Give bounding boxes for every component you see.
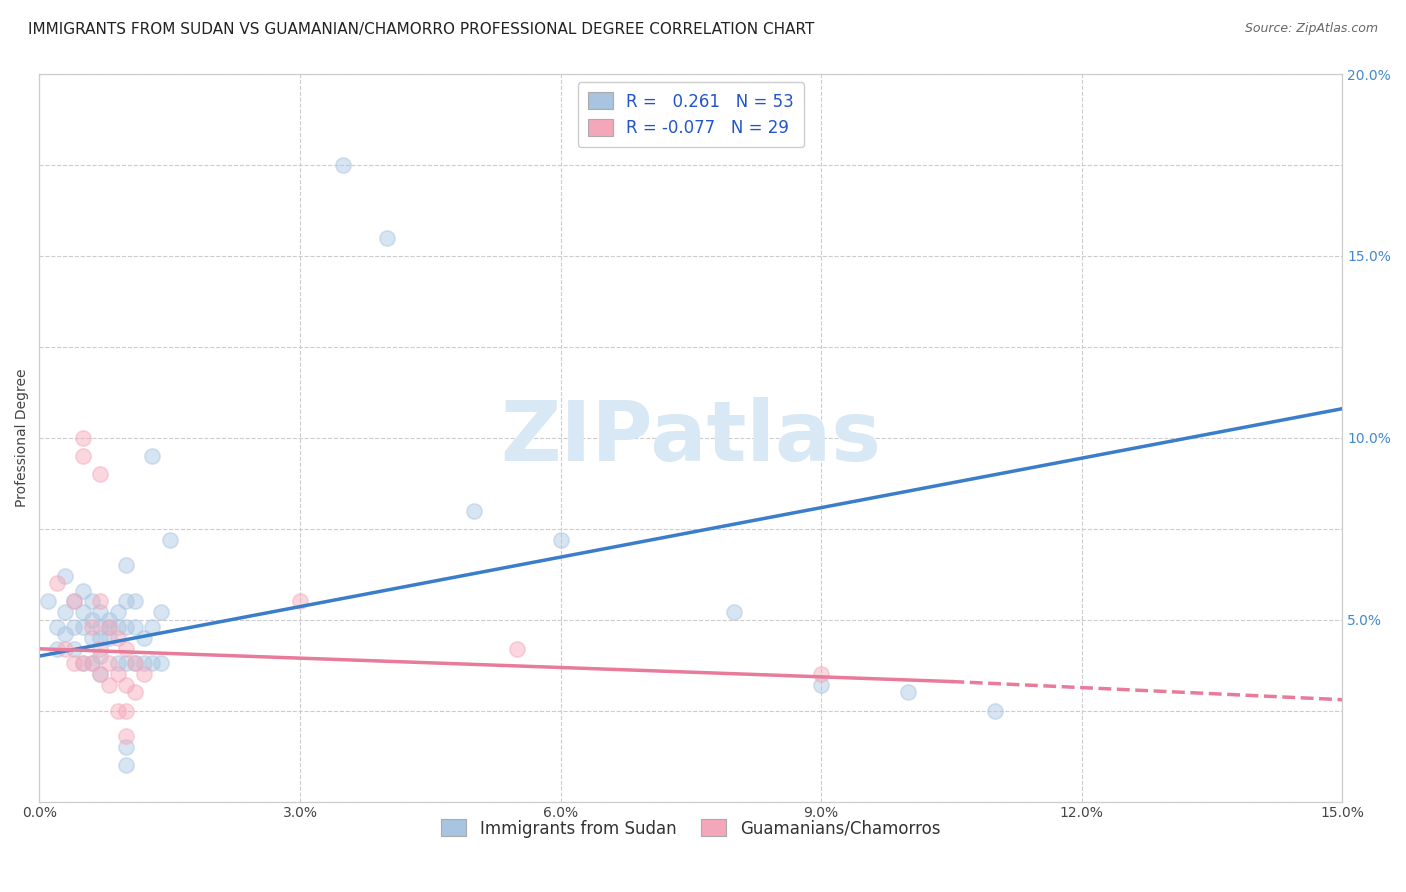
- Point: [55, 627, 77, 641]
- Y-axis label: Professional Degree: Professional Degree: [15, 368, 30, 507]
- Point: [97, 657, 120, 671]
- Point: [89, 648, 111, 663]
- Point: [115, 641, 138, 656]
- Point: [80, 657, 103, 671]
- Point: [107, 620, 129, 634]
- Point: [89, 631, 111, 645]
- Point: [72, 620, 94, 634]
- Point: [141, 449, 163, 463]
- Point: [115, 758, 138, 772]
- Point: [115, 620, 138, 634]
- Legend: Immigrants from Sudan, Guamanians/Chamorros: Immigrants from Sudan, Guamanians/Chamor…: [434, 813, 946, 844]
- Point: [63, 594, 86, 608]
- Point: [132, 657, 155, 671]
- Point: [63, 594, 86, 608]
- Point: [55, 606, 77, 620]
- Point: [72, 583, 94, 598]
- Text: Source: ZipAtlas.com: Source: ZipAtlas.com: [1244, 22, 1378, 36]
- Point: [124, 620, 146, 634]
- Point: [72, 606, 94, 620]
- Point: [150, 657, 173, 671]
- Point: [132, 667, 155, 681]
- Point: [124, 685, 146, 699]
- Point: [89, 620, 111, 634]
- Point: [80, 594, 103, 608]
- Point: [124, 594, 146, 608]
- Point: [107, 606, 129, 620]
- Point: [72, 657, 94, 671]
- Point: [115, 739, 138, 754]
- Point: [506, 641, 529, 656]
- Point: [107, 631, 129, 645]
- Point: [72, 431, 94, 445]
- Point: [810, 678, 832, 692]
- Point: [115, 704, 138, 718]
- Point: [55, 569, 77, 583]
- Point: [80, 657, 103, 671]
- Point: [115, 729, 138, 743]
- Point: [89, 667, 111, 681]
- Point: [141, 620, 163, 634]
- Point: [45, 641, 67, 656]
- Point: [115, 657, 138, 671]
- Point: [288, 594, 311, 608]
- Point: [463, 503, 485, 517]
- Point: [115, 558, 138, 573]
- Point: [115, 678, 138, 692]
- Point: [63, 657, 86, 671]
- Point: [150, 606, 173, 620]
- Point: [897, 685, 920, 699]
- Point: [72, 449, 94, 463]
- Point: [107, 657, 129, 671]
- Point: [97, 613, 120, 627]
- Point: [107, 704, 129, 718]
- Text: ZIPatlas: ZIPatlas: [501, 397, 882, 478]
- Point: [141, 657, 163, 671]
- Point: [80, 620, 103, 634]
- Point: [97, 631, 120, 645]
- Point: [89, 594, 111, 608]
- Point: [97, 620, 120, 634]
- Point: [107, 667, 129, 681]
- Point: [984, 704, 1007, 718]
- Point: [89, 467, 111, 482]
- Point: [375, 231, 398, 245]
- Point: [80, 613, 103, 627]
- Point: [63, 620, 86, 634]
- Point: [45, 620, 67, 634]
- Point: [37, 594, 59, 608]
- Point: [124, 657, 146, 671]
- Point: [63, 641, 86, 656]
- Point: [124, 657, 146, 671]
- Point: [89, 606, 111, 620]
- Point: [55, 641, 77, 656]
- Point: [332, 158, 354, 172]
- Point: [810, 667, 832, 681]
- Point: [132, 631, 155, 645]
- Point: [89, 641, 111, 656]
- Point: [45, 576, 67, 591]
- Point: [723, 606, 745, 620]
- Point: [159, 533, 181, 547]
- Point: [80, 631, 103, 645]
- Text: IMMIGRANTS FROM SUDAN VS GUAMANIAN/CHAMORRO PROFESSIONAL DEGREE CORRELATION CHAR: IMMIGRANTS FROM SUDAN VS GUAMANIAN/CHAMO…: [28, 22, 814, 37]
- Point: [115, 594, 138, 608]
- Point: [97, 678, 120, 692]
- Point: [72, 657, 94, 671]
- Point: [89, 667, 111, 681]
- Point: [550, 533, 572, 547]
- Point: [97, 620, 120, 634]
